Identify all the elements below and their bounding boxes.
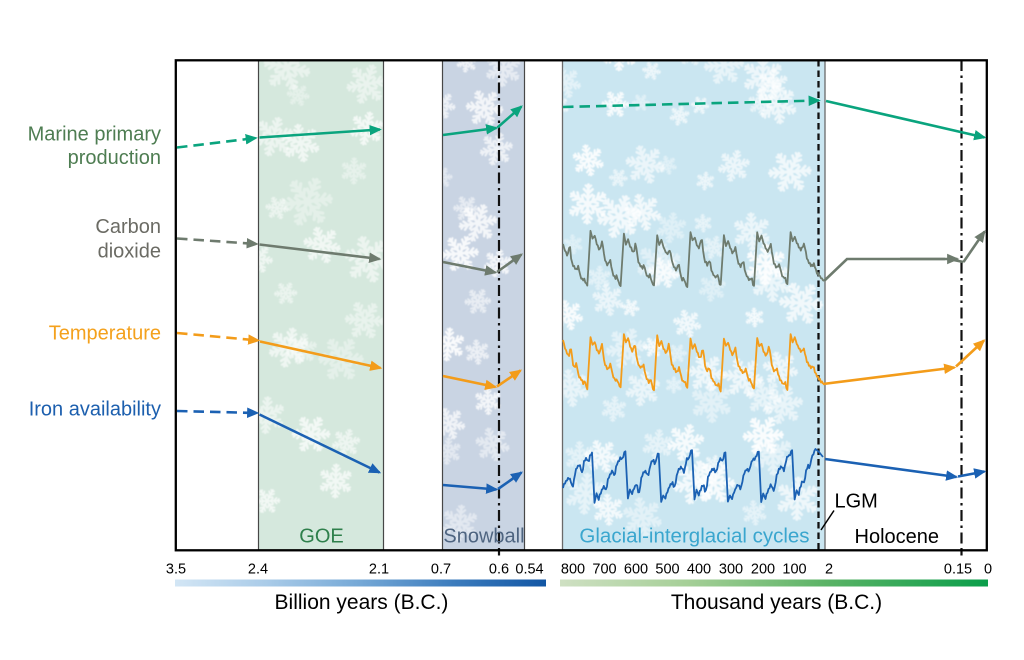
- svg-text:200: 200: [751, 562, 775, 578]
- svg-text:2.4: 2.4: [248, 562, 268, 578]
- svg-text:Billion years (B.C.): Billion years (B.C.): [275, 591, 449, 614]
- svg-text:0.15: 0.15: [944, 562, 972, 578]
- svg-text:2.1: 2.1: [369, 562, 389, 578]
- svg-text:Marine primary: Marine primary: [28, 124, 161, 146]
- svg-text:0.54: 0.54: [515, 562, 543, 578]
- svg-text:0.6: 0.6: [489, 562, 509, 578]
- svg-text:GOE: GOE: [299, 526, 343, 548]
- svg-text:600: 600: [624, 562, 648, 578]
- svg-text:300: 300: [719, 562, 743, 578]
- svg-text:500: 500: [655, 562, 679, 578]
- svg-text:Glacial-interglacial cycles: Glacial-interglacial cycles: [579, 525, 809, 548]
- svg-text:Holocene: Holocene: [855, 526, 940, 548]
- svg-text:dioxide: dioxide: [98, 241, 161, 263]
- svg-text:Snowball: Snowball: [443, 526, 524, 548]
- svg-text:2: 2: [825, 562, 833, 578]
- svg-text:Thousand years (B.C.): Thousand years (B.C.): [671, 591, 882, 614]
- svg-text:100: 100: [782, 562, 806, 578]
- svg-text:production: production: [68, 147, 161, 169]
- svg-text:Iron availability: Iron availability: [29, 399, 161, 421]
- svg-text:700: 700: [592, 562, 616, 578]
- svg-text:Carbon: Carbon: [95, 216, 161, 238]
- svg-text:Temperature: Temperature: [49, 323, 161, 345]
- svg-text:800: 800: [561, 562, 585, 578]
- svg-text:0: 0: [984, 562, 992, 578]
- svg-text:3.5: 3.5: [166, 562, 186, 578]
- svg-text:0.7: 0.7: [431, 562, 451, 578]
- svg-text:400: 400: [687, 562, 711, 578]
- svg-text:LGM: LGM: [835, 491, 878, 513]
